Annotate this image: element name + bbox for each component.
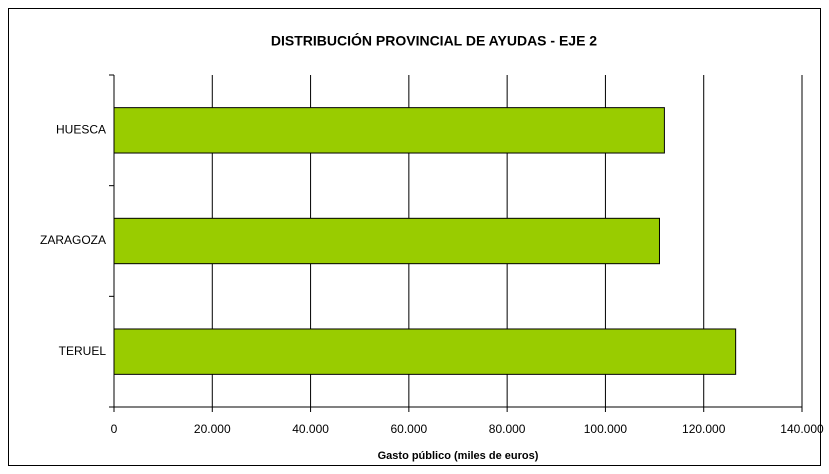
x-tick-label: 20.000 bbox=[194, 422, 231, 436]
x-tick-label: 40.000 bbox=[292, 422, 329, 436]
x-axis-label: Gasto público (miles de euros) bbox=[378, 450, 539, 462]
bar bbox=[113, 107, 665, 154]
bar bbox=[113, 217, 660, 265]
x-tick-label: 60.000 bbox=[391, 422, 428, 436]
y-tick-label: ZARAGOZA bbox=[40, 233, 106, 247]
chart-title: DISTRIBUCIÓN PROVINCIAL DE AYUDAS - EJE … bbox=[271, 32, 597, 49]
x-tick-label: 80.000 bbox=[489, 422, 526, 436]
bar bbox=[113, 328, 737, 375]
x-tick-label: 120.000 bbox=[682, 422, 726, 436]
y-tick-label: TERUEL bbox=[59, 344, 107, 358]
x-tick-label: 140.000 bbox=[780, 422, 824, 436]
y-tick-label: HUESCA bbox=[56, 123, 106, 137]
x-tick-label: 0 bbox=[111, 422, 118, 436]
x-tick-label: 100.000 bbox=[584, 422, 628, 436]
